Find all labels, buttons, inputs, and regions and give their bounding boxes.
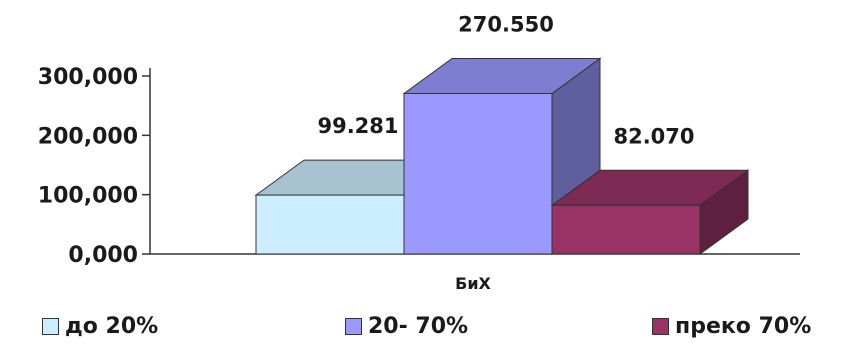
legend-swatch-1: [42, 318, 59, 335]
legend-swatch-3: [652, 318, 669, 335]
data-label-3: 82.070: [613, 124, 694, 148]
legend-label-2: 20- 70%: [368, 314, 469, 339]
bars: [254, 57, 750, 255]
y-tick-label: 100,000: [38, 184, 138, 209]
y-tick-label: 300,000: [38, 65, 138, 90]
y-tick-label: 200,000: [38, 124, 138, 149]
legend: до 20% 20- 70% преко 70%: [0, 314, 844, 344]
bar-3: [550, 169, 750, 255]
category-label: БиХ: [455, 274, 491, 293]
legend-item-1: до 20%: [42, 314, 158, 339]
legend-label-3: преко 70%: [675, 314, 812, 339]
data-label-1: 99.281: [317, 114, 398, 138]
bar-front: [551, 204, 701, 255]
data-labels: 99.281 270.550 82.070: [317, 12, 694, 148]
legend-item-2: 20- 70%: [345, 314, 468, 339]
legend-swatch-2: [345, 318, 362, 335]
bar-front: [255, 194, 405, 255]
legend-label-1: до 20%: [65, 314, 159, 339]
data-label-2: 270.550: [458, 12, 554, 36]
bar-front: [403, 92, 553, 255]
y-tick-label: 0,000: [68, 243, 138, 268]
y-axis: 0,000 100,000 200,000 300,000: [38, 65, 800, 268]
legend-item-3: преко 70%: [652, 314, 811, 339]
